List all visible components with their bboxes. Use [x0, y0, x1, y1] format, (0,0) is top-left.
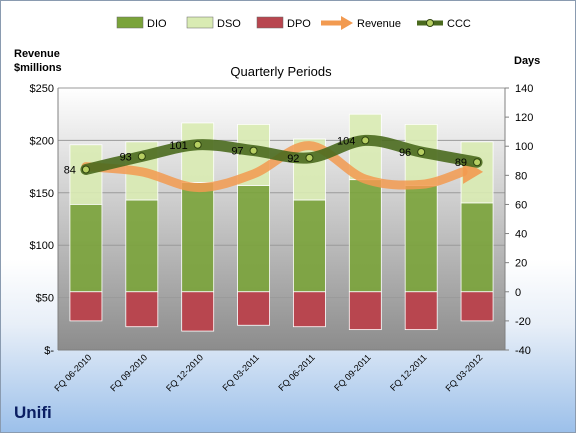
bar-dpo [404, 291, 438, 331]
right-tick-label: 0 [515, 287, 521, 299]
bar-dio [404, 185, 438, 293]
bar-dpo [460, 291, 494, 322]
x-tick-label: FQ 03-2011 [220, 352, 261, 393]
bar-dio [125, 199, 159, 293]
right-axis-title: Days [514, 55, 540, 67]
legend-label-dso: DSO [217, 18, 241, 30]
right-tick-label: 120 [515, 112, 533, 124]
ccc-marker [417, 148, 426, 157]
left-tick-label: $200 [30, 135, 54, 147]
left-tick-label: $150 [30, 188, 54, 200]
legend-label-revenue: Revenue [357, 18, 401, 30]
bar-dpo [125, 291, 159, 328]
bar-dio [293, 199, 326, 293]
bar-dpo [181, 291, 215, 332]
ccc-data-label: 93 [120, 151, 132, 163]
x-tick-label: FQ 03-2012 [443, 352, 484, 393]
bar-dio [237, 185, 270, 293]
right-tick-label: -20 [515, 316, 531, 328]
bar-dio [181, 182, 215, 293]
legend-label-ccc: CCC [447, 18, 471, 30]
bar-dpo [293, 291, 326, 328]
ccc-data-label: 84 [64, 165, 76, 177]
ccc-data-label: 89 [455, 157, 467, 169]
left-tick-label: $- [44, 345, 54, 357]
bar-dpo [69, 291, 103, 322]
ccc-marker [305, 153, 314, 162]
company-name: Unifi [14, 403, 52, 422]
x-tick-label: FQ 06-2011 [276, 352, 317, 393]
left-tick-label: $100 [30, 240, 54, 252]
legend-revenue-arrowhead-icon [341, 16, 353, 30]
legend: DIO DSO DPO Revenue CCC [116, 16, 471, 30]
bar-dpo [348, 291, 382, 331]
left-axis-title-line-2: $millions [14, 62, 62, 74]
ccc-marker [193, 140, 202, 149]
ccc-marker [361, 136, 370, 145]
legend-swatch-dpo [256, 16, 284, 29]
left-axis-title-line-1: Revenue [14, 48, 60, 60]
ccc-series: 84 93 101 97 92 104 96 89 [64, 134, 483, 177]
bar-dso [181, 122, 215, 184]
x-tick-label: FQ 12-2010 [164, 352, 205, 393]
legend-swatch-dio [116, 16, 144, 29]
bar-dpo [237, 291, 270, 326]
x-tick-label: FQ 09-2011 [332, 352, 373, 393]
bar-dio [460, 202, 494, 293]
left-tick-label: $250 [30, 83, 54, 95]
left-tick-label: $50 [36, 293, 54, 305]
right-tick-label: 60 [515, 199, 527, 211]
x-tick-label: FQ 12-2011 [388, 352, 429, 393]
legend-label-dpo: DPO [287, 18, 311, 30]
ccc-marker [249, 146, 258, 155]
right-tick-label: -40 [515, 345, 531, 357]
ccc-data-label: 92 [287, 153, 299, 165]
plot-area [58, 88, 505, 350]
legend-swatch-dso [186, 16, 214, 29]
legend-label-dio: DIO [147, 18, 167, 30]
ccc-line [80, 134, 483, 176]
right-tick-label: 100 [515, 141, 533, 153]
right-tick-label: 140 [515, 83, 533, 95]
chart-title: Quarterly Periods [230, 64, 332, 79]
ccc-marker [81, 165, 90, 174]
right-tick-label: 80 [515, 170, 527, 182]
right-tick-label: 20 [515, 258, 527, 270]
x-tick-label: FQ 06-2010 [52, 352, 93, 393]
ccc-data-label: 104 [337, 135, 355, 147]
x-tick-label: FQ 09-2010 [108, 352, 149, 393]
ccc-marker [473, 158, 482, 167]
right-tick-label: 40 [515, 229, 527, 241]
bar-dio [69, 204, 103, 293]
legend-ccc-marker-icon [426, 19, 434, 27]
ccc-data-label: 101 [169, 140, 187, 152]
ccc-marker [137, 152, 146, 161]
bar-dio [348, 179, 382, 293]
ccc-data-label: 97 [231, 146, 243, 158]
ccc-data-label: 96 [399, 147, 411, 159]
